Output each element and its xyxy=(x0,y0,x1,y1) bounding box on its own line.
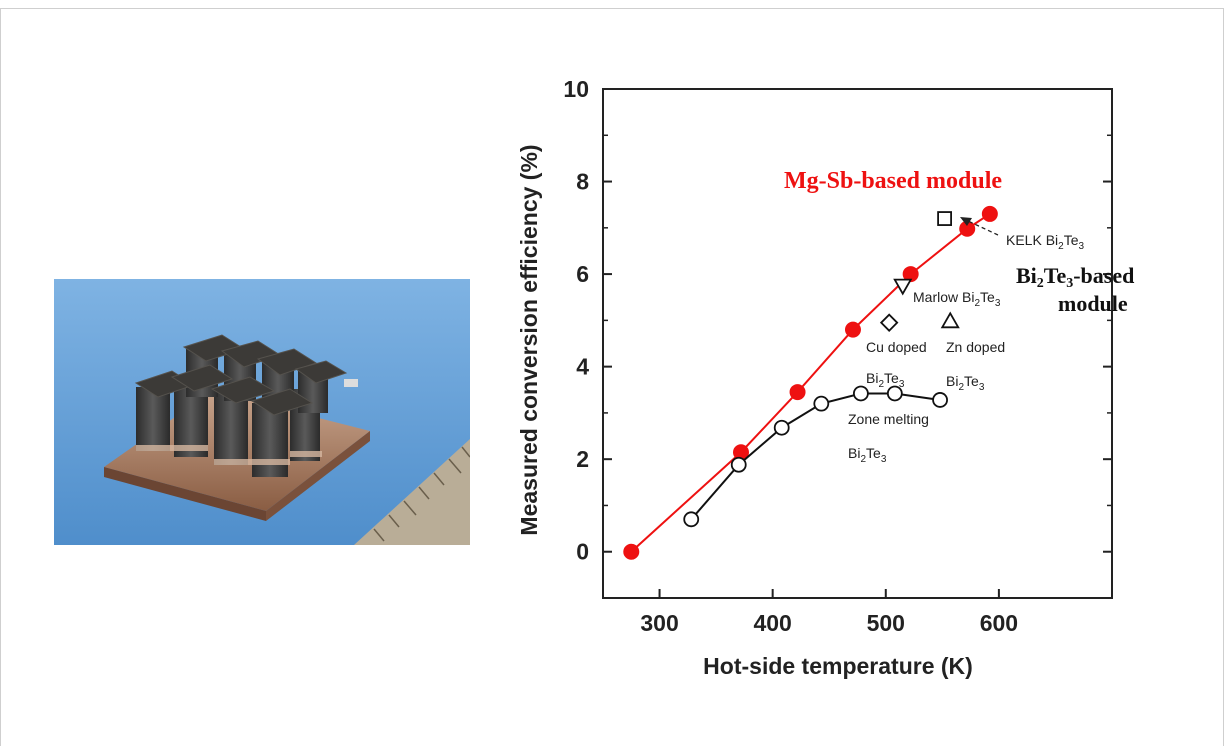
bi2te3-label-c: Bi2Te3 xyxy=(848,445,887,465)
data-point xyxy=(940,311,960,329)
y-tick-label: 0 xyxy=(576,539,589,565)
kelk-arrowhead xyxy=(960,217,972,226)
bi2te3-module-label-line2: module xyxy=(1058,291,1128,316)
series-line xyxy=(630,213,991,553)
cu-doped-label: Cu doped xyxy=(866,339,927,355)
data-point xyxy=(893,278,913,296)
data-point xyxy=(623,543,640,560)
y-tick-label: 2 xyxy=(576,446,589,472)
bi2te3-module-label: Bi2Te3-based xyxy=(1016,263,1134,291)
zone-melting-label: Zone melting xyxy=(848,411,929,427)
module-photo xyxy=(54,279,470,545)
y-tick-label: 6 xyxy=(576,261,589,287)
data-point xyxy=(789,384,806,401)
zn-doped-label: Zn doped xyxy=(946,339,1005,355)
mgsb-module-label: Mg-Sb-based module xyxy=(784,168,1002,194)
figure-frame xyxy=(0,8,1224,746)
plot-area xyxy=(602,88,1113,599)
data-point xyxy=(844,321,861,338)
x-axis-title: Hot-side temperature (K) xyxy=(703,653,973,679)
y-axis-title: Measured conversion efficiency (%) xyxy=(516,144,542,535)
x-tick-label: 600 xyxy=(980,610,1018,636)
data-point xyxy=(981,205,998,222)
marlow-label: Marlow Bi2Te3 xyxy=(913,289,1001,309)
bi2te3-label-a: Bi2Te3 xyxy=(866,370,905,390)
bi2te3-label-b: Bi2Te3 xyxy=(946,373,985,393)
y-tick-label: 8 xyxy=(576,169,589,195)
data-point xyxy=(879,313,899,332)
data-point xyxy=(773,419,790,436)
data-point xyxy=(932,392,948,408)
x-tick-label: 300 xyxy=(640,610,678,636)
x-tick-label: 500 xyxy=(867,610,905,636)
data-point xyxy=(730,456,747,473)
data-point xyxy=(683,511,700,528)
data-point xyxy=(886,385,903,402)
kelk-arrow xyxy=(967,220,999,236)
series-layer xyxy=(623,205,998,560)
y-tick-label: 10 xyxy=(563,76,589,102)
data-point xyxy=(813,395,830,412)
data-point xyxy=(937,211,952,226)
data-point xyxy=(852,385,869,402)
kelk-label: KELK Bi2Te3 xyxy=(1006,232,1085,252)
axis-ticks: 300 400 500 600 0 2 4 6 8 10 xyxy=(563,76,1112,636)
y-tick-label: 4 xyxy=(576,354,589,380)
x-tick-label: 400 xyxy=(753,610,791,636)
